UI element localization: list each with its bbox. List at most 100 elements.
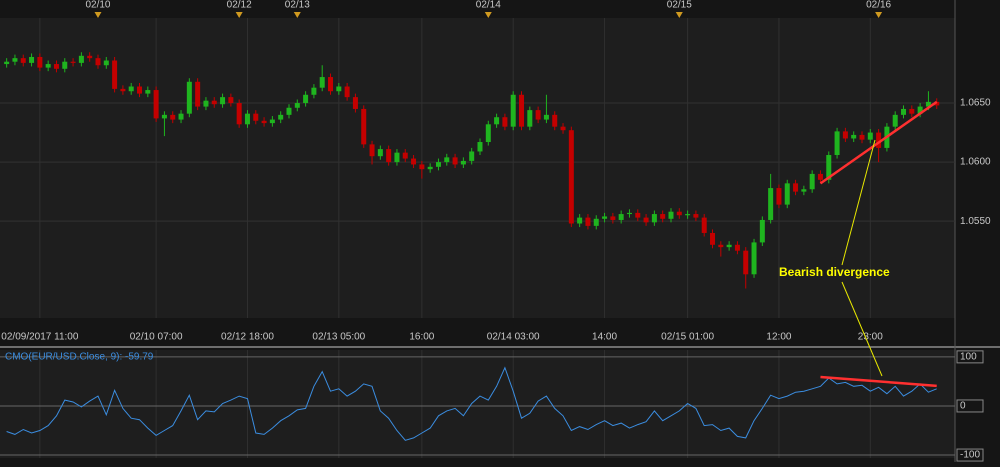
candle-body bbox=[577, 217, 583, 224]
y-tick-label: 0 bbox=[960, 401, 966, 412]
candle-body bbox=[319, 77, 325, 88]
candle-body bbox=[543, 114, 549, 120]
candle-body bbox=[186, 81, 192, 114]
candle-body bbox=[784, 183, 790, 205]
candle-body bbox=[261, 120, 267, 124]
candle-body bbox=[12, 58, 18, 62]
date-marker bbox=[235, 12, 243, 18]
candle-body bbox=[161, 114, 167, 119]
candle-body bbox=[602, 216, 608, 219]
candle-body bbox=[170, 114, 176, 120]
candle-body bbox=[95, 58, 101, 66]
candle-body bbox=[901, 108, 907, 115]
candle-body bbox=[29, 56, 35, 63]
tick-box bbox=[956, 350, 984, 364]
candle-body bbox=[867, 132, 873, 140]
candle-body bbox=[311, 87, 317, 95]
x-tick-label: 02/12 18:00 bbox=[221, 332, 274, 343]
candle-body bbox=[751, 242, 757, 275]
date-marker-label: 02/15 bbox=[667, 0, 692, 11]
y-tick-label: -100 bbox=[960, 450, 980, 461]
candle-body bbox=[494, 117, 500, 125]
candle-body bbox=[892, 114, 898, 127]
date-marker-label: 02/13 bbox=[285, 0, 310, 11]
candle-body bbox=[153, 90, 159, 119]
candle-body bbox=[917, 106, 923, 114]
candle-body bbox=[801, 189, 807, 192]
candle-body bbox=[610, 216, 616, 220]
y-tick-label: 1.0550 bbox=[960, 216, 991, 227]
x-tick-label: 23:00 bbox=[858, 332, 883, 343]
candle-body bbox=[618, 214, 624, 220]
candle-body bbox=[344, 86, 350, 98]
candle-body bbox=[228, 97, 234, 104]
candle-body bbox=[776, 188, 782, 205]
date-marker bbox=[875, 12, 883, 18]
candle-body bbox=[411, 158, 417, 165]
tick-box bbox=[956, 448, 984, 462]
candle-body bbox=[585, 217, 591, 226]
candle-body bbox=[710, 232, 716, 245]
candle-body bbox=[593, 218, 599, 226]
x-tick-label: 12:00 bbox=[766, 332, 791, 343]
candle-body bbox=[768, 188, 774, 220]
candle-body bbox=[469, 151, 475, 161]
price-plot bbox=[0, 18, 955, 318]
candle-body bbox=[635, 212, 641, 218]
candle-body bbox=[112, 60, 118, 89]
candle-body bbox=[244, 113, 250, 125]
x-tick-label: 02/13 05:00 bbox=[312, 332, 365, 343]
candle-body bbox=[178, 113, 184, 120]
candle-body bbox=[236, 103, 242, 125]
candle-body bbox=[726, 244, 732, 248]
candle-body bbox=[834, 131, 840, 156]
candle-body bbox=[435, 162, 441, 167]
candle-body bbox=[502, 117, 508, 127]
date-marker-label: 02/10 bbox=[85, 0, 110, 11]
candle-body bbox=[269, 119, 275, 124]
candle-body bbox=[460, 160, 466, 165]
x-tick-label: 02/10 07:00 bbox=[130, 332, 183, 343]
candle-body bbox=[78, 55, 84, 63]
candle-body bbox=[70, 61, 76, 63]
candle-body bbox=[145, 90, 151, 94]
candle-body bbox=[377, 149, 383, 157]
candle-body bbox=[419, 164, 425, 170]
indicator-title: CMO(EUR/USD.Close, 9): -59.79 bbox=[5, 352, 154, 363]
candle-body bbox=[128, 86, 134, 92]
candle-body bbox=[203, 100, 209, 107]
candle-body bbox=[685, 214, 691, 216]
candle-body bbox=[535, 110, 541, 120]
candle-body bbox=[826, 155, 832, 180]
candle-body bbox=[4, 61, 10, 65]
connector bbox=[841, 281, 883, 377]
candle-body bbox=[651, 214, 657, 223]
candle-body bbox=[743, 250, 749, 275]
candle-body bbox=[195, 81, 201, 107]
candle-body bbox=[643, 217, 649, 223]
candle-body bbox=[328, 77, 334, 92]
candle-body bbox=[352, 97, 358, 109]
candle-body bbox=[793, 183, 799, 192]
candle-body bbox=[809, 173, 815, 190]
candle-body bbox=[361, 108, 367, 145]
candle-body bbox=[485, 124, 491, 143]
candle-body bbox=[560, 126, 566, 131]
candle-body bbox=[876, 132, 882, 148]
date-marker bbox=[675, 12, 683, 18]
x-tick-label: 02/14 03:00 bbox=[487, 332, 540, 343]
candle-body bbox=[386, 149, 392, 163]
candle-body bbox=[552, 114, 558, 127]
candle-body bbox=[676, 211, 682, 216]
y-tick-label: 100 bbox=[960, 352, 977, 363]
candle-body bbox=[137, 86, 143, 94]
candle-body bbox=[510, 94, 516, 127]
candle-body bbox=[286, 107, 292, 115]
candle-body bbox=[817, 173, 823, 180]
candle-body bbox=[253, 113, 259, 121]
tick-box bbox=[956, 399, 984, 413]
candle-body bbox=[303, 94, 309, 104]
candle-body bbox=[394, 152, 400, 163]
date-marker-label: 02/16 bbox=[866, 0, 891, 11]
candle-body bbox=[527, 110, 533, 127]
